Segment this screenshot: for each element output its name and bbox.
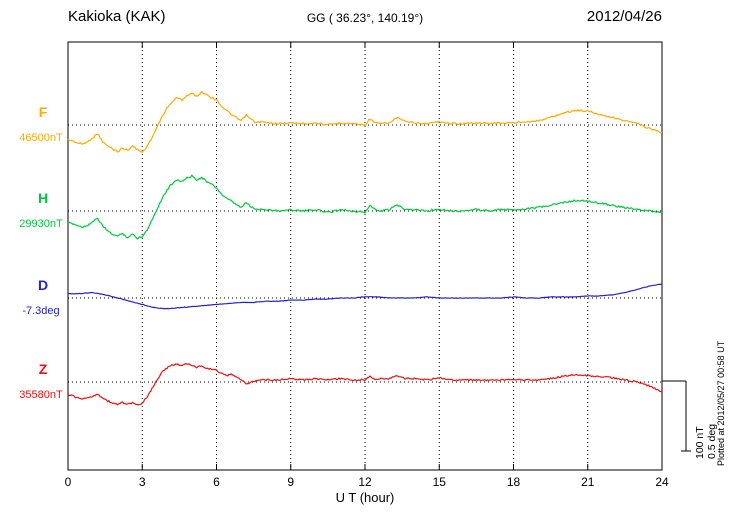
x-tick-label: 24 [655,475,669,489]
trace-H [67,174,663,240]
station-title: Kakioka (KAK) [68,8,166,25]
baseline-value-F: 46500nT [19,132,63,144]
series-label-D: D [37,277,49,293]
series-label-F: F [38,104,48,120]
x-tick-label: 18 [507,475,521,489]
x-tick-label: 9 [287,475,294,489]
x-tick-label: 15 [433,475,447,489]
coordinates-label: GG ( 36.23°, 140.19°) [306,11,424,25]
series-label-H: H [37,190,49,206]
x-tick-label: 6 [213,475,220,489]
baseline-value-H: 29930nT [19,218,63,230]
date-label: 2012/04/26 [586,8,662,25]
scale-bar-label: 100 nT 0.5 deg [694,424,718,459]
baseline-value-Z: 35580nT [19,389,63,401]
trace-D [67,283,663,310]
trace-F [67,90,663,153]
trace-Z [67,363,663,406]
x-tick-label: 0 [65,475,72,489]
baseline-value-D: -7.3deg [22,305,60,317]
plotted-at-label: Plotted at 2012/05/27 00:58 UT [716,340,726,466]
scale-100nt-label: 100 nT [694,426,706,459]
x-tick-label: 21 [581,475,595,489]
series-label-Z: Z [38,361,48,377]
x-tick-label: 3 [139,475,146,489]
x-tick-label: 12 [358,475,372,489]
x-axis-title: U T (hour) [335,490,395,505]
